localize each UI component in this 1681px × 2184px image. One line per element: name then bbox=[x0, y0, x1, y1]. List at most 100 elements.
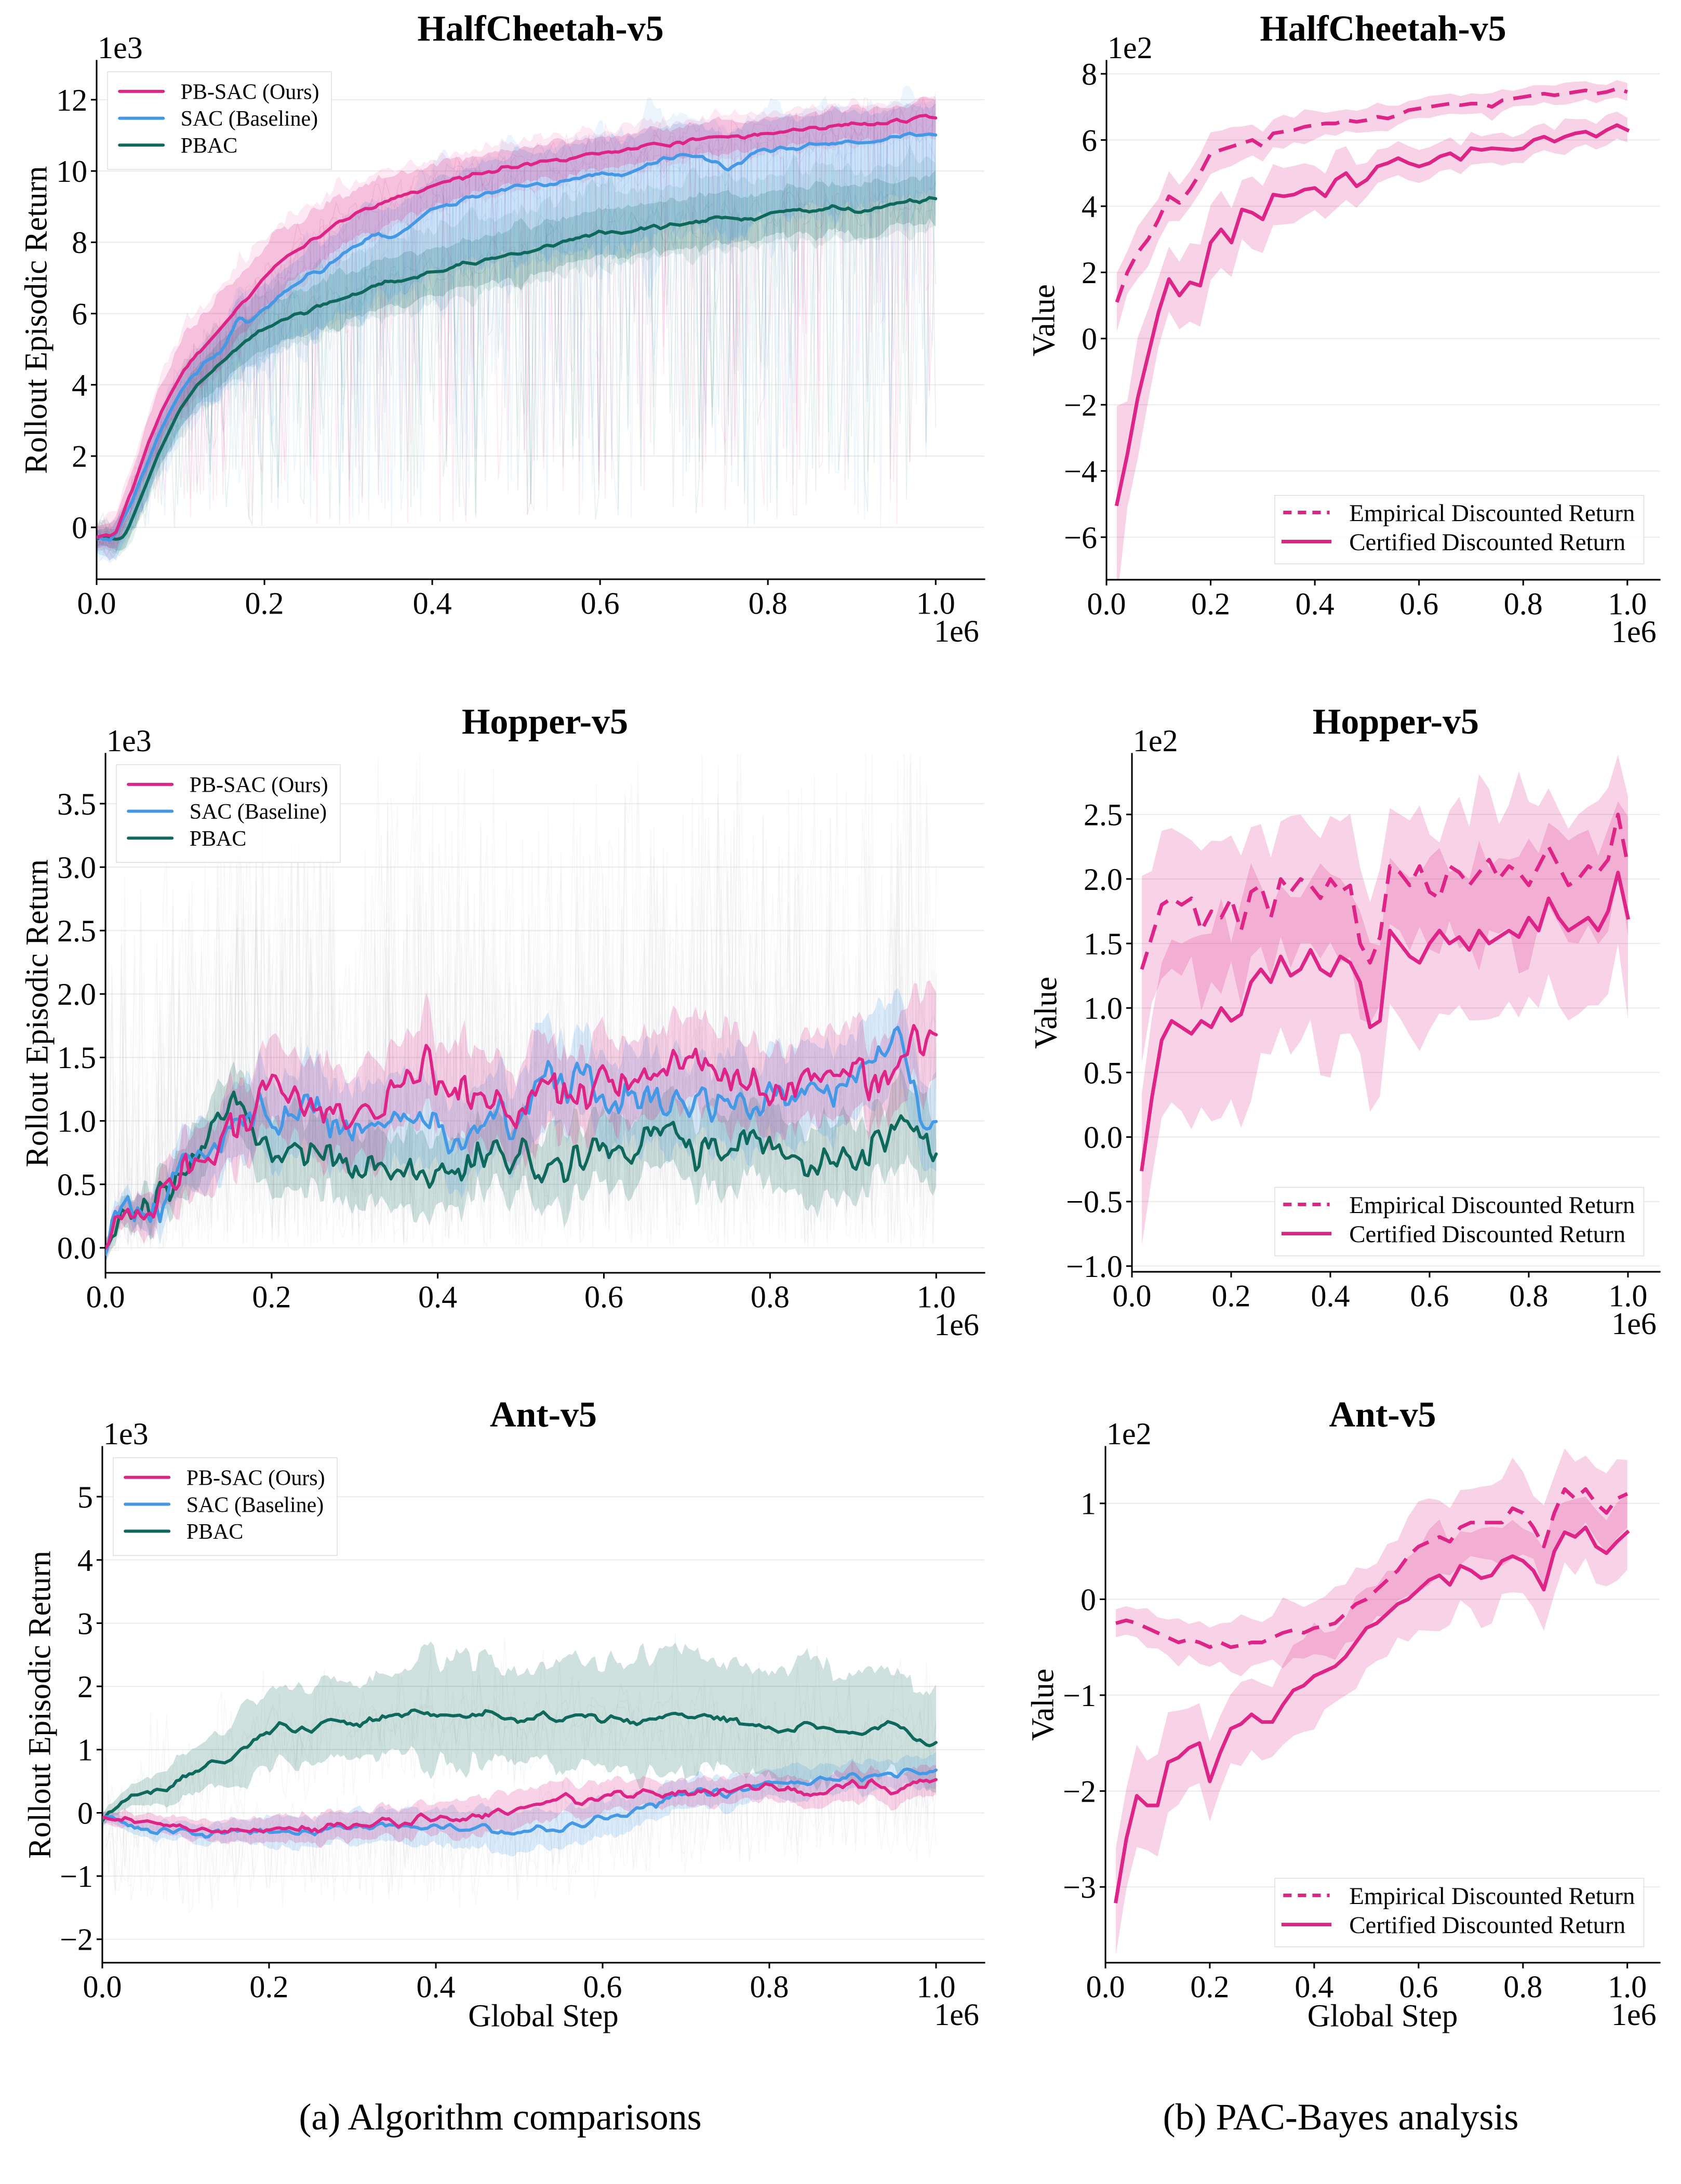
svg-text:1.0: 1.0 bbox=[916, 587, 955, 621]
svg-text:0.0: 0.0 bbox=[57, 1231, 96, 1266]
svg-text:1e3: 1e3 bbox=[106, 724, 152, 758]
svg-text:Hopper-v5: Hopper-v5 bbox=[1313, 702, 1479, 742]
svg-text:6: 6 bbox=[72, 297, 87, 331]
svg-text:2.0: 2.0 bbox=[57, 977, 96, 1011]
svg-text:0.2: 0.2 bbox=[249, 1970, 288, 2004]
svg-text:0.6: 0.6 bbox=[1399, 587, 1438, 621]
svg-text:0.0: 0.0 bbox=[1087, 587, 1126, 621]
svg-text:6: 6 bbox=[1082, 123, 1097, 157]
svg-text:2.5: 2.5 bbox=[1084, 798, 1123, 832]
svg-text:SAC (Baseline): SAC (Baseline) bbox=[181, 107, 318, 131]
svg-text:0.0: 0.0 bbox=[77, 587, 116, 621]
svg-text:SAC (Baseline): SAC (Baseline) bbox=[186, 1493, 324, 1517]
svg-text:Value: Value bbox=[1027, 284, 1062, 356]
svg-text:0.8: 0.8 bbox=[750, 1970, 789, 2004]
svg-text:−2: −2 bbox=[1064, 388, 1097, 422]
svg-text:4: 4 bbox=[77, 1543, 93, 1578]
svg-text:1e6: 1e6 bbox=[934, 1308, 979, 1342]
svg-text:0.4: 0.4 bbox=[418, 1280, 457, 1314]
svg-text:3.5: 3.5 bbox=[57, 787, 96, 821]
svg-text:0.0: 0.0 bbox=[83, 1970, 122, 2004]
svg-text:Global Step: Global Step bbox=[1308, 1999, 1458, 2034]
svg-text:1e6: 1e6 bbox=[934, 614, 979, 648]
svg-text:1e6: 1e6 bbox=[1611, 1307, 1657, 1341]
svg-text:1.0: 1.0 bbox=[1608, 587, 1647, 621]
svg-text:0.5: 0.5 bbox=[57, 1168, 96, 1202]
svg-text:1.0: 1.0 bbox=[917, 1280, 956, 1314]
svg-text:SAC (Baseline): SAC (Baseline) bbox=[190, 800, 327, 824]
svg-text:2.5: 2.5 bbox=[57, 914, 96, 948]
svg-text:0.0: 0.0 bbox=[1086, 1970, 1125, 2004]
svg-text:−1.0: −1.0 bbox=[1066, 1249, 1123, 1284]
svg-text:Rollout Episodic Return: Rollout Episodic Return bbox=[23, 1551, 58, 1859]
svg-text:Value: Value bbox=[1029, 977, 1064, 1049]
svg-text:2.0: 2.0 bbox=[1084, 862, 1123, 897]
svg-text:Empirical Discounted Return: Empirical Discounted Return bbox=[1349, 1192, 1635, 1219]
svg-text:0.2: 0.2 bbox=[245, 587, 284, 621]
svg-text:1.0: 1.0 bbox=[57, 1104, 96, 1138]
svg-text:4: 4 bbox=[1082, 190, 1097, 224]
svg-text:0.8: 0.8 bbox=[1503, 1970, 1542, 2004]
svg-text:1e6: 1e6 bbox=[934, 1997, 979, 2032]
svg-text:0.0: 0.0 bbox=[86, 1280, 125, 1314]
svg-text:1.5: 1.5 bbox=[57, 1041, 96, 1075]
svg-text:−0.5: −0.5 bbox=[1066, 1185, 1123, 1219]
svg-text:4: 4 bbox=[72, 368, 87, 403]
svg-text:1e2: 1e2 bbox=[1106, 1417, 1152, 1451]
svg-text:2: 2 bbox=[72, 440, 87, 474]
svg-text:Ant-v5: Ant-v5 bbox=[1329, 1395, 1436, 1435]
svg-text:0.8: 0.8 bbox=[751, 1280, 790, 1314]
svg-text:1.0: 1.0 bbox=[1084, 991, 1123, 1026]
svg-text:1e2: 1e2 bbox=[1133, 724, 1178, 758]
svg-text:0.4: 0.4 bbox=[417, 1970, 456, 2004]
svg-text:1: 1 bbox=[1080, 1487, 1096, 1521]
svg-text:Empirical Discounted Return: Empirical Discounted Return bbox=[1349, 1883, 1635, 1910]
svg-text:PBAC: PBAC bbox=[190, 827, 247, 851]
svg-text:Value: Value bbox=[1026, 1669, 1061, 1741]
svg-text:(a) Algorithm comparisons: (a) Algorithm comparisons bbox=[299, 2096, 701, 2138]
svg-text:Hopper-v5: Hopper-v5 bbox=[462, 702, 628, 742]
svg-text:−6: −6 bbox=[1064, 521, 1097, 555]
svg-text:PB-SAC (Ours): PB-SAC (Ours) bbox=[190, 773, 328, 797]
svg-text:HalfCheetah-v5: HalfCheetah-v5 bbox=[1260, 9, 1506, 49]
svg-text:PBAC: PBAC bbox=[186, 1520, 244, 1544]
svg-text:−2: −2 bbox=[1063, 1774, 1096, 1808]
svg-text:0.5: 0.5 bbox=[1084, 1056, 1123, 1090]
svg-text:−1: −1 bbox=[60, 1859, 93, 1894]
svg-text:Certified Discounted Return: Certified Discounted Return bbox=[1349, 529, 1625, 556]
svg-text:Rollout Episodic Return: Rollout Episodic Return bbox=[20, 859, 55, 1167]
svg-text:0: 0 bbox=[1082, 322, 1097, 356]
svg-text:1.0: 1.0 bbox=[1608, 1279, 1647, 1313]
svg-text:0.6: 0.6 bbox=[583, 1970, 622, 2004]
svg-text:−3: −3 bbox=[1063, 1870, 1096, 1905]
svg-text:0.6: 0.6 bbox=[1410, 1279, 1449, 1313]
svg-text:0.0: 0.0 bbox=[1113, 1279, 1152, 1313]
svg-text:PBAC: PBAC bbox=[181, 134, 238, 158]
svg-text:0.6: 0.6 bbox=[584, 1280, 623, 1314]
svg-text:2: 2 bbox=[77, 1670, 93, 1704]
svg-text:1.0: 1.0 bbox=[1608, 1970, 1647, 2004]
svg-text:0.6: 0.6 bbox=[581, 587, 620, 621]
svg-text:0: 0 bbox=[72, 511, 87, 545]
svg-text:3.0: 3.0 bbox=[57, 850, 96, 885]
svg-text:(b) PAC-Bayes analysis: (b) PAC-Bayes analysis bbox=[1163, 2096, 1519, 2138]
svg-text:Certified Discounted Return: Certified Discounted Return bbox=[1349, 1912, 1625, 1939]
svg-text:0.2: 0.2 bbox=[1190, 1970, 1229, 2004]
svg-text:1: 1 bbox=[77, 1733, 93, 1767]
svg-text:0: 0 bbox=[77, 1796, 93, 1830]
svg-text:0: 0 bbox=[1080, 1582, 1096, 1617]
svg-text:Rollout Episodic Return: Rollout Episodic Return bbox=[19, 166, 54, 474]
svg-text:1e6: 1e6 bbox=[1611, 615, 1657, 649]
svg-text:−4: −4 bbox=[1064, 454, 1097, 488]
svg-text:1e3: 1e3 bbox=[98, 31, 143, 65]
svg-text:−1: −1 bbox=[1063, 1679, 1096, 1713]
svg-text:1e2: 1e2 bbox=[1108, 31, 1153, 65]
svg-text:Certified Discounted Return: Certified Discounted Return bbox=[1349, 1221, 1625, 1248]
svg-text:0.8: 0.8 bbox=[1509, 1279, 1548, 1313]
svg-text:0.4: 0.4 bbox=[1311, 1279, 1350, 1313]
svg-text:0.2: 0.2 bbox=[252, 1280, 291, 1314]
svg-text:0.0: 0.0 bbox=[1084, 1120, 1123, 1154]
svg-text:12: 12 bbox=[56, 83, 87, 117]
svg-text:5: 5 bbox=[77, 1480, 93, 1514]
svg-text:0.4: 0.4 bbox=[1296, 587, 1335, 621]
